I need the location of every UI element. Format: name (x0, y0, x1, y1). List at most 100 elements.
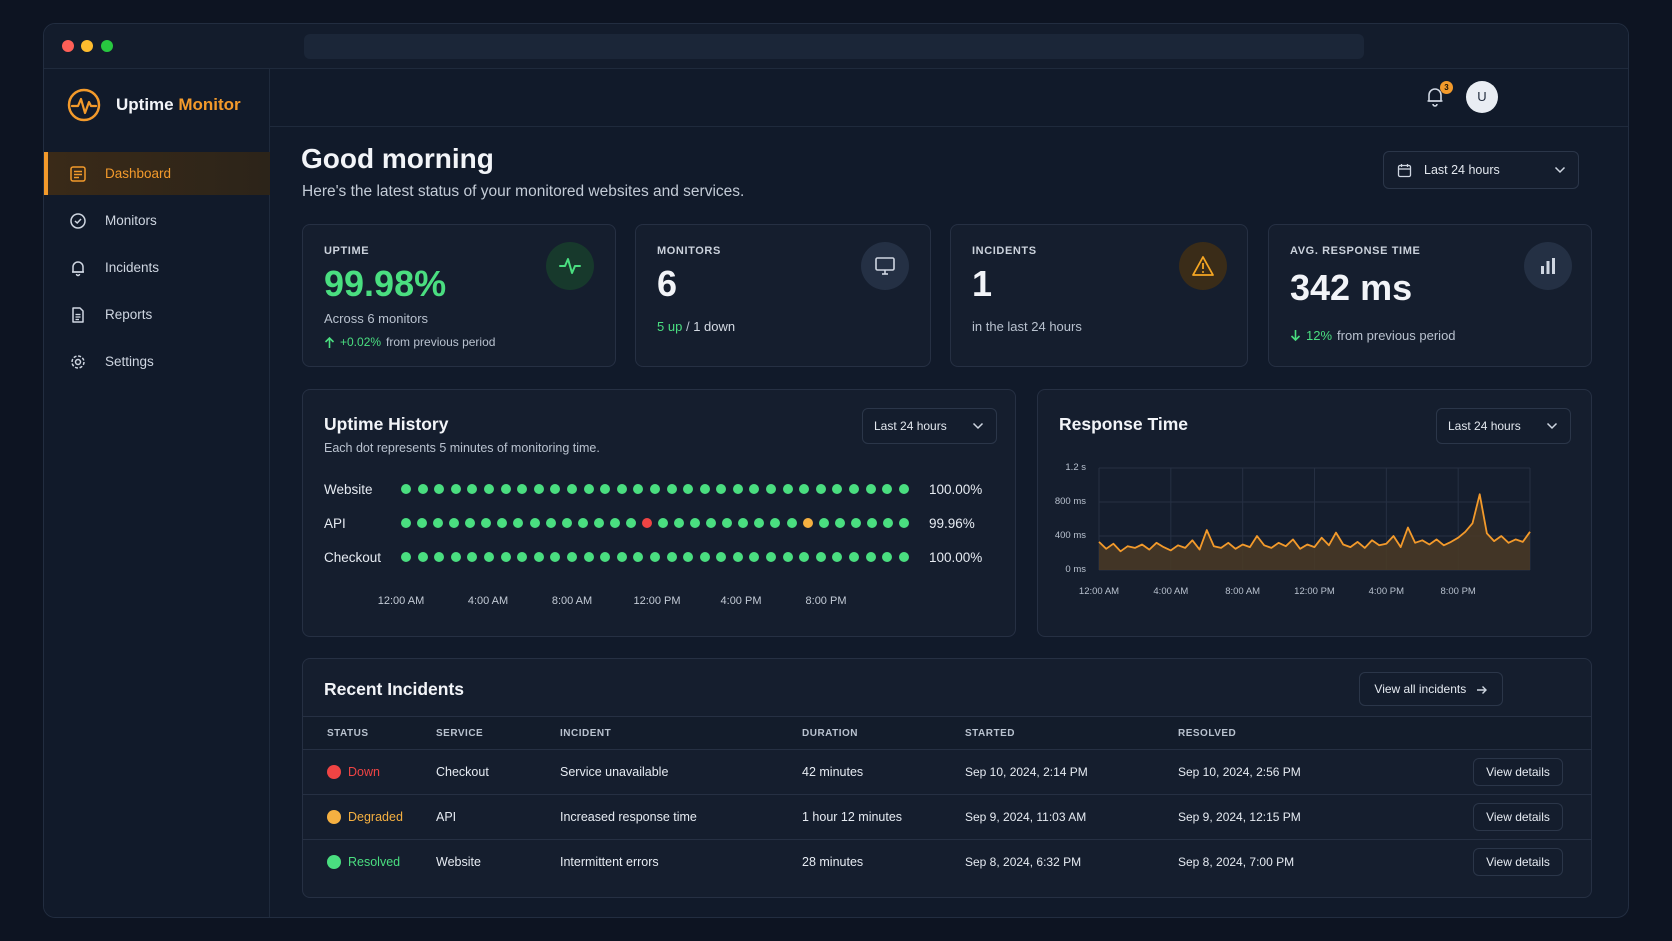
uptime-status-dot[interactable] (401, 552, 411, 562)
uptime-status-dot[interactable] (699, 484, 710, 494)
uptime-status-dot[interactable] (533, 552, 544, 562)
uptime-status-dot[interactable] (600, 484, 611, 494)
uptime-status-dot[interactable] (866, 518, 877, 528)
uptime-status-dot[interactable] (417, 552, 428, 562)
uptime-status-dot[interactable] (649, 484, 660, 494)
uptime-status-dot[interactable] (649, 552, 660, 562)
uptime-status-dot[interactable] (766, 552, 777, 562)
address-bar[interactable] (304, 34, 1364, 59)
uptime-status-dot[interactable] (674, 518, 685, 528)
uptime-status-dot[interactable] (517, 552, 528, 562)
uptime-status-dot[interactable] (716, 552, 727, 562)
uptime-status-dot[interactable] (449, 518, 460, 528)
uptime-status-dot[interactable] (815, 552, 826, 562)
uptime-status-dot[interactable] (467, 552, 478, 562)
uptime-status-dot[interactable] (658, 518, 668, 528)
uptime-status-dot[interactable] (467, 484, 478, 494)
uptime-status-dot[interactable] (850, 518, 861, 528)
uptime-status-dot[interactable] (818, 518, 829, 528)
uptime-status-dot[interactable] (566, 484, 577, 494)
table-row[interactable]: Resolved Website Intermittent errors 28 min… (303, 840, 1591, 885)
sidebar-item-reports[interactable]: Reports (44, 293, 270, 336)
uptime-status-dot[interactable] (545, 518, 556, 528)
uptime-status-dot[interactable] (815, 484, 826, 494)
sidebar-item-monitors[interactable]: Monitors (44, 199, 270, 242)
uptime-status-dot[interactable] (433, 518, 444, 528)
uptime-status-dot[interactable] (633, 484, 644, 494)
uptime-status-dot[interactable] (732, 552, 743, 562)
uptime-status-dot[interactable] (770, 518, 781, 528)
uptime-status-dot[interactable] (799, 484, 810, 494)
table-row[interactable]: Down Checkout Service unavailable 42 minute… (303, 749, 1591, 795)
uptime-status-dot[interactable] (483, 484, 494, 494)
maximize-window-button[interactable] (101, 40, 113, 52)
uptime-status-dot[interactable] (513, 518, 524, 528)
uptime-status-dot[interactable] (417, 518, 428, 528)
uptime-status-dot[interactable] (577, 518, 588, 528)
uptime-status-dot[interactable] (882, 518, 893, 528)
uptime-status-dot[interactable] (898, 518, 909, 528)
uptime-status-dot[interactable] (683, 552, 694, 562)
close-window-button[interactable] (62, 40, 74, 52)
uptime-status-dot[interactable] (550, 552, 561, 562)
logo[interactable]: Uptime Monitor (66, 87, 241, 123)
uptime-status-dot[interactable] (500, 552, 511, 562)
uptime-status-dot[interactable] (749, 552, 760, 562)
uptime-status-dot[interactable] (722, 518, 733, 528)
uptime-status-dot[interactable] (616, 484, 627, 494)
uptime-status-dot[interactable] (754, 518, 765, 528)
sidebar-item-incidents[interactable]: Incidents (44, 246, 270, 289)
uptime-status-dot[interactable] (566, 552, 577, 562)
uptime-status-dot[interactable] (690, 518, 701, 528)
uptime-status-dot[interactable] (600, 552, 611, 562)
uptime-status-dot[interactable] (706, 518, 717, 528)
uptime-status-dot[interactable] (450, 552, 461, 562)
uptime-status-dot[interactable] (550, 484, 561, 494)
uptime-status-dot[interactable] (641, 518, 652, 528)
uptime-status-dot[interactable] (666, 484, 677, 494)
uptime-range-select[interactable]: Last 24 hours (862, 408, 997, 444)
uptime-status-dot[interactable] (782, 484, 793, 494)
uptime-status-dot[interactable] (834, 518, 845, 528)
uptime-status-dot[interactable] (633, 552, 644, 562)
uptime-status-dot[interactable] (849, 484, 860, 494)
uptime-status-dot[interactable] (481, 518, 492, 528)
uptime-status-dot[interactable] (616, 552, 627, 562)
minimize-window-button[interactable] (81, 40, 93, 52)
uptime-status-dot[interactable] (799, 552, 810, 562)
uptime-status-dot[interactable] (401, 518, 411, 528)
uptime-status-dot[interactable] (497, 518, 508, 528)
uptime-status-dot[interactable] (529, 518, 540, 528)
uptime-status-dot[interactable] (749, 484, 760, 494)
uptime-status-dot[interactable] (802, 518, 813, 528)
sidebar-item-settings[interactable]: Settings (44, 340, 270, 383)
uptime-status-dot[interactable] (583, 484, 594, 494)
uptime-status-dot[interactable] (450, 484, 461, 494)
uptime-status-dot[interactable] (417, 484, 428, 494)
uptime-status-dot[interactable] (593, 518, 604, 528)
uptime-status-dot[interactable] (583, 552, 594, 562)
uptime-status-dot[interactable] (625, 518, 636, 528)
uptime-status-dot[interactable] (483, 552, 494, 562)
view-details-button[interactable]: View details (1473, 758, 1563, 786)
uptime-status-dot[interactable] (865, 484, 876, 494)
response-range-select[interactable]: Last 24 hours (1436, 408, 1571, 444)
uptime-status-dot[interactable] (434, 484, 445, 494)
uptime-status-dot[interactable] (832, 484, 843, 494)
uptime-status-dot[interactable] (882, 552, 893, 562)
uptime-status-dot[interactable] (882, 484, 893, 494)
uptime-status-dot[interactable] (517, 484, 528, 494)
uptime-status-dot[interactable] (500, 484, 511, 494)
uptime-status-dot[interactable] (865, 552, 876, 562)
uptime-status-dot[interactable] (766, 484, 777, 494)
uptime-status-dot[interactable] (401, 484, 411, 494)
uptime-status-dot[interactable] (716, 484, 727, 494)
date-range-select[interactable]: Last 24 hours (1383, 151, 1579, 189)
table-row[interactable]: Degraded API Increased response time 1 hour… (303, 794, 1591, 840)
uptime-status-dot[interactable] (786, 518, 797, 528)
view-details-button[interactable]: View details (1473, 803, 1563, 831)
uptime-status-dot[interactable] (898, 552, 909, 562)
uptime-status-dot[interactable] (561, 518, 572, 528)
uptime-status-dot[interactable] (849, 552, 860, 562)
notifications-bell-icon[interactable] (1425, 86, 1445, 113)
